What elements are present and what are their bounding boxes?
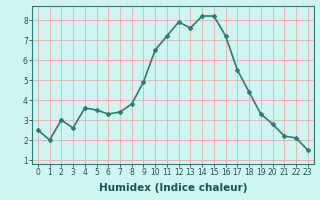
- X-axis label: Humidex (Indice chaleur): Humidex (Indice chaleur): [99, 183, 247, 193]
